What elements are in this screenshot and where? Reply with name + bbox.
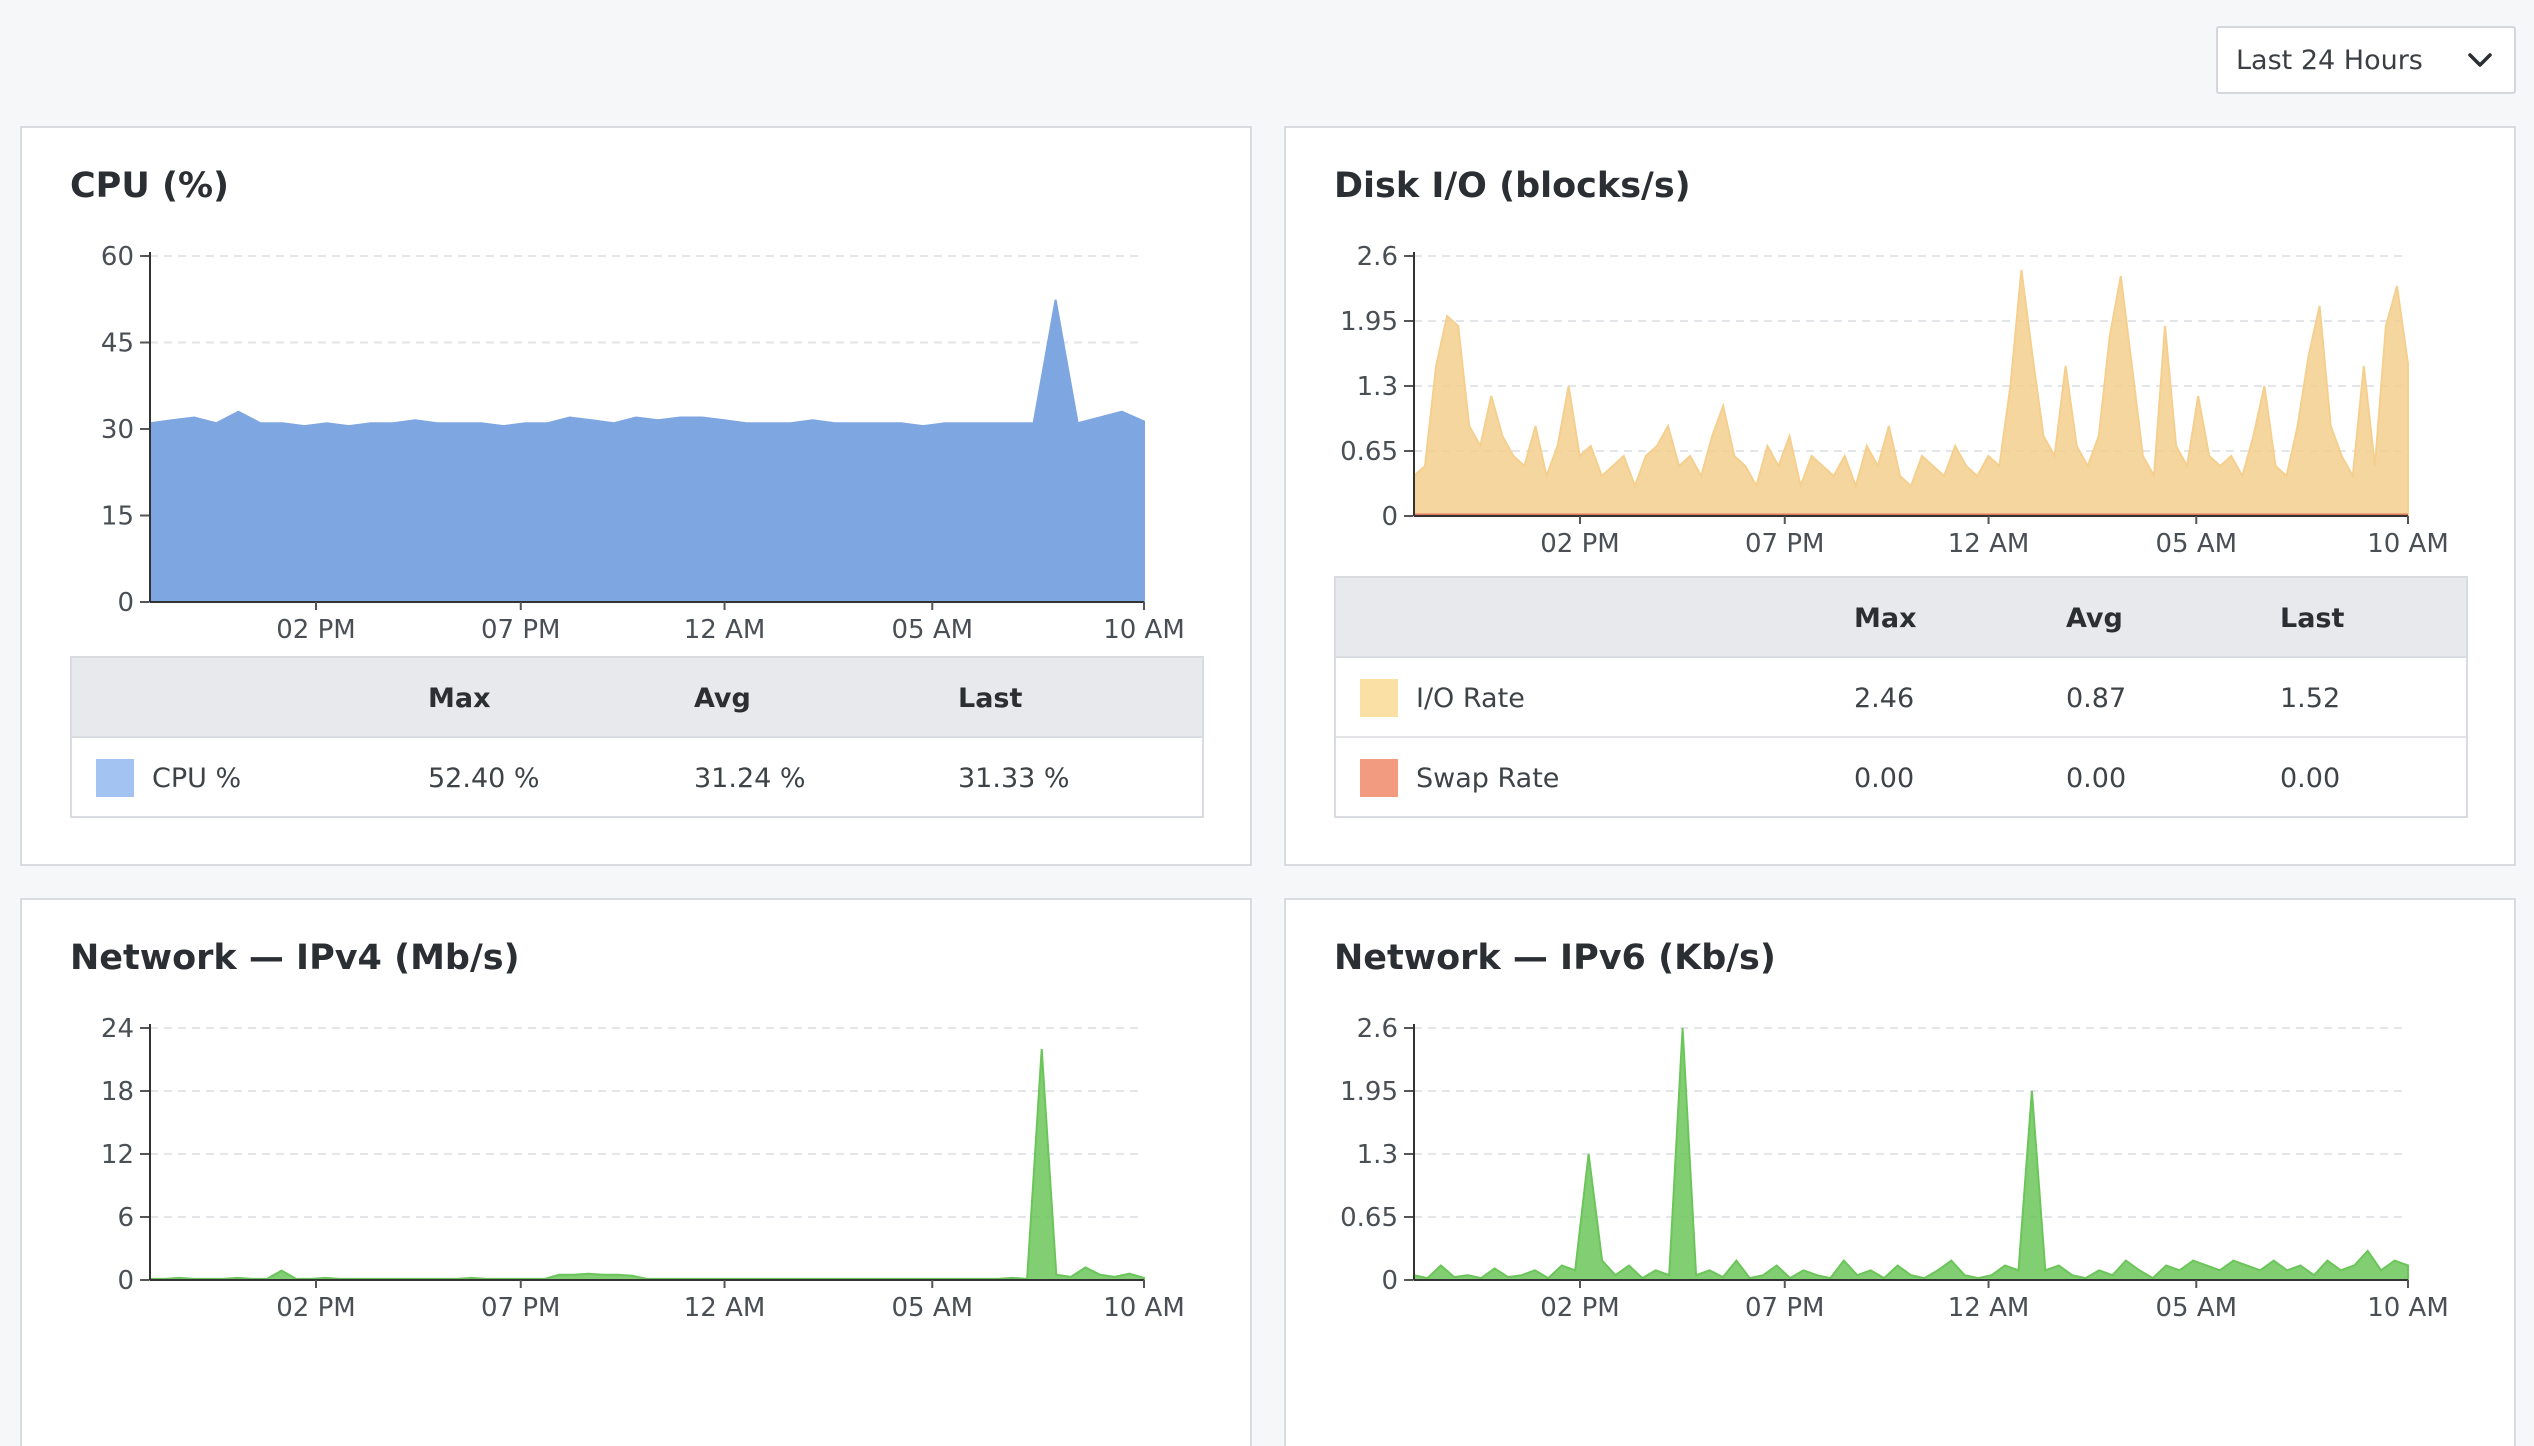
legend-series-name: CPU % bbox=[152, 762, 242, 794]
legend-last-value: 31.33 % bbox=[958, 762, 1070, 794]
panel-title: Disk I/O (blocks/s) bbox=[1334, 166, 1691, 206]
panel-title: Network — IPv4 (Mb/s) bbox=[70, 938, 520, 978]
legend-avg-value: 0.00 bbox=[2066, 762, 2127, 794]
y-tick-label: 2.6 bbox=[1357, 1014, 1398, 1044]
y-tick-label: 30 bbox=[101, 415, 134, 445]
legend-max-value: 52.40 % bbox=[428, 762, 540, 794]
cpu-chart: 0 15 30 45 60 02 PM 07 PM 12 AM 05 AM 10 AM bbox=[101, 242, 1185, 645]
y-tick-label: 18 bbox=[101, 1077, 134, 1107]
legend-row-swap-rate[interactable]: Swap Rate 0.00 0.00 0.00 bbox=[1336, 738, 2466, 818]
disk-io-chart: 0 0.65 1.3 1.95 2.6 02 PM 07 PM 12 AM 05 AM 10 AM bbox=[1340, 242, 2449, 559]
y-tick-label: 12 bbox=[101, 1140, 134, 1170]
x-tick-label: 12 AM bbox=[684, 1293, 766, 1323]
network-ipv4-panel: Network — IPv4 (Mb/s) 0 6 12 18 24 02 PM 07 PM… bbox=[20, 898, 1252, 1446]
x-tick-label: 07 PM bbox=[481, 1293, 560, 1323]
y-tick-label: 1.3 bbox=[1357, 1140, 1398, 1170]
x-tick-label: 10 AM bbox=[2367, 1293, 2449, 1323]
series-area bbox=[149, 299, 1145, 603]
legend-max-value: 0.00 bbox=[1854, 762, 1915, 794]
x-tick-label: 02 PM bbox=[1540, 1293, 1619, 1323]
y-tick-label: 1.95 bbox=[1340, 307, 1398, 337]
legend-header-last: Last bbox=[2280, 602, 2345, 634]
disk-io-panel: Disk I/O (blocks/s) 0 0.65 1.3 1.95 2.6 02 PM… bbox=[1284, 126, 2516, 866]
legend-header-row: Max Avg Last bbox=[1336, 578, 2466, 658]
cpu-legend-table: Max Avg Last CPU % 52.40 % 31.24 % 31.33… bbox=[70, 656, 1204, 818]
y-tick-label: 0 bbox=[117, 588, 134, 618]
legend-header-max: Max bbox=[428, 682, 491, 714]
y-tick-label: 6 bbox=[117, 1203, 134, 1233]
legend-series-name: I/O Rate bbox=[1416, 682, 1525, 714]
x-tick-label: 05 AM bbox=[2155, 529, 2237, 559]
y-tick-label: 0 bbox=[117, 1266, 134, 1296]
y-tick-label: 0 bbox=[1381, 1266, 1398, 1296]
y-tick-label: 1.95 bbox=[1340, 1077, 1398, 1107]
x-tick-label: 10 AM bbox=[1103, 615, 1185, 645]
legend-header-max: Max bbox=[1854, 602, 1917, 634]
legend-row-io-rate[interactable]: I/O Rate 2.46 0.87 1.52 bbox=[1336, 658, 2466, 738]
legend-header-row: Max Avg Last bbox=[72, 658, 1202, 738]
legend-row-cpu[interactable]: CPU % 52.40 % 31.24 % 31.33 % bbox=[72, 738, 1202, 818]
x-tick-label: 12 AM bbox=[684, 615, 766, 645]
y-tick-label: 0 bbox=[1381, 502, 1398, 532]
x-tick-label: 12 AM bbox=[1948, 529, 2030, 559]
panel-title: CPU (%) bbox=[70, 166, 230, 206]
x-tick-label: 10 AM bbox=[2367, 529, 2449, 559]
network-ipv6-panel: Network — IPv6 (Kb/s) 0 0.65 1.3 1.95 2.6 02 … bbox=[1284, 898, 2516, 1446]
x-tick-label: 05 AM bbox=[2155, 1293, 2237, 1323]
legend-series-name: Swap Rate bbox=[1416, 762, 1560, 794]
legend-swatch bbox=[1360, 759, 1398, 797]
y-tick-label: 0.65 bbox=[1340, 437, 1398, 467]
cpu-panel: CPU (%) 0 15 30 45 60 02 PM 07 PM 12 AM 05 AM 10 … bbox=[20, 126, 1252, 866]
y-tick-label: 15 bbox=[101, 502, 134, 532]
y-tick-label: 2.6 bbox=[1357, 242, 1398, 272]
y-tick-label: 1.3 bbox=[1357, 372, 1398, 402]
panel-title: Network — IPv6 (Kb/s) bbox=[1334, 938, 1776, 978]
y-tick-label: 45 bbox=[101, 329, 134, 359]
legend-header-avg: Avg bbox=[694, 682, 751, 714]
network-ipv4-chart: 0 6 12 18 24 02 PM 07 PM 12 AM 05 AM 10 AM bbox=[101, 1014, 1185, 1323]
x-tick-label: 07 PM bbox=[1745, 1293, 1824, 1323]
y-tick-label: 60 bbox=[101, 242, 134, 272]
x-tick-label: 10 AM bbox=[1103, 1293, 1185, 1323]
time-range-value: Last 24 Hours bbox=[2236, 44, 2423, 76]
x-tick-label: 05 AM bbox=[891, 1293, 973, 1323]
x-tick-label: 02 PM bbox=[276, 615, 355, 645]
network-ipv6-chart: 0 0.65 1.3 1.95 2.6 02 PM 07 PM 12 AM 05 AM 10 AM bbox=[1340, 1014, 2449, 1323]
legend-header-avg: Avg bbox=[2066, 602, 2123, 634]
legend-swatch bbox=[96, 759, 134, 797]
x-tick-label: 05 AM bbox=[891, 615, 973, 645]
disk-legend-table: Max Avg Last I/O Rate 2.46 0.87 1.52 Swa… bbox=[1334, 576, 2468, 818]
x-tick-label: 12 AM bbox=[1948, 1293, 2030, 1323]
legend-swatch bbox=[1360, 679, 1398, 717]
legend-avg-value: 31.24 % bbox=[694, 762, 806, 794]
series-area bbox=[1413, 269, 2409, 517]
chevron-down-icon bbox=[2464, 44, 2496, 76]
legend-header-last: Last bbox=[958, 682, 1023, 714]
series-area bbox=[1413, 1027, 2409, 1281]
y-tick-label: 24 bbox=[101, 1014, 134, 1044]
x-tick-label: 02 PM bbox=[1540, 529, 1619, 559]
x-tick-label: 02 PM bbox=[276, 1293, 355, 1323]
time-range-select[interactable]: Last 24 Hours bbox=[2216, 26, 2516, 94]
x-tick-label: 07 PM bbox=[1745, 529, 1824, 559]
legend-max-value: 2.46 bbox=[1854, 682, 1915, 714]
y-tick-label: 0.65 bbox=[1340, 1203, 1398, 1233]
legend-last-value: 1.52 bbox=[2280, 682, 2341, 714]
series-area bbox=[149, 1048, 1145, 1281]
legend-avg-value: 0.87 bbox=[2066, 682, 2127, 714]
legend-last-value: 0.00 bbox=[2280, 762, 2341, 794]
x-tick-label: 07 PM bbox=[481, 615, 560, 645]
